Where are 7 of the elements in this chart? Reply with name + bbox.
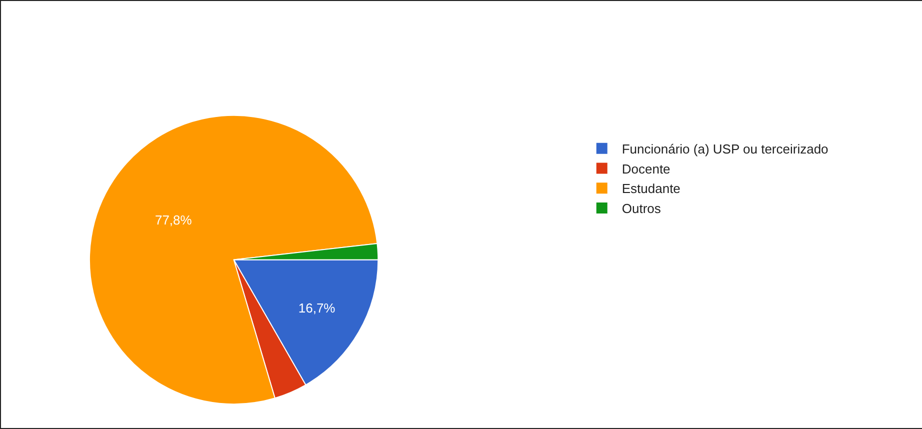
legend-label: Docente	[622, 161, 670, 176]
pie-slice	[89, 115, 378, 405]
legend-label: Estudante	[622, 181, 680, 196]
legend-label: Outros	[622, 201, 662, 216]
legend-label: Funcionário (a) USP ou terceirizado	[622, 141, 828, 156]
data-label: 77,8%	[154, 212, 192, 228]
data-label: 16,7%	[298, 300, 336, 316]
